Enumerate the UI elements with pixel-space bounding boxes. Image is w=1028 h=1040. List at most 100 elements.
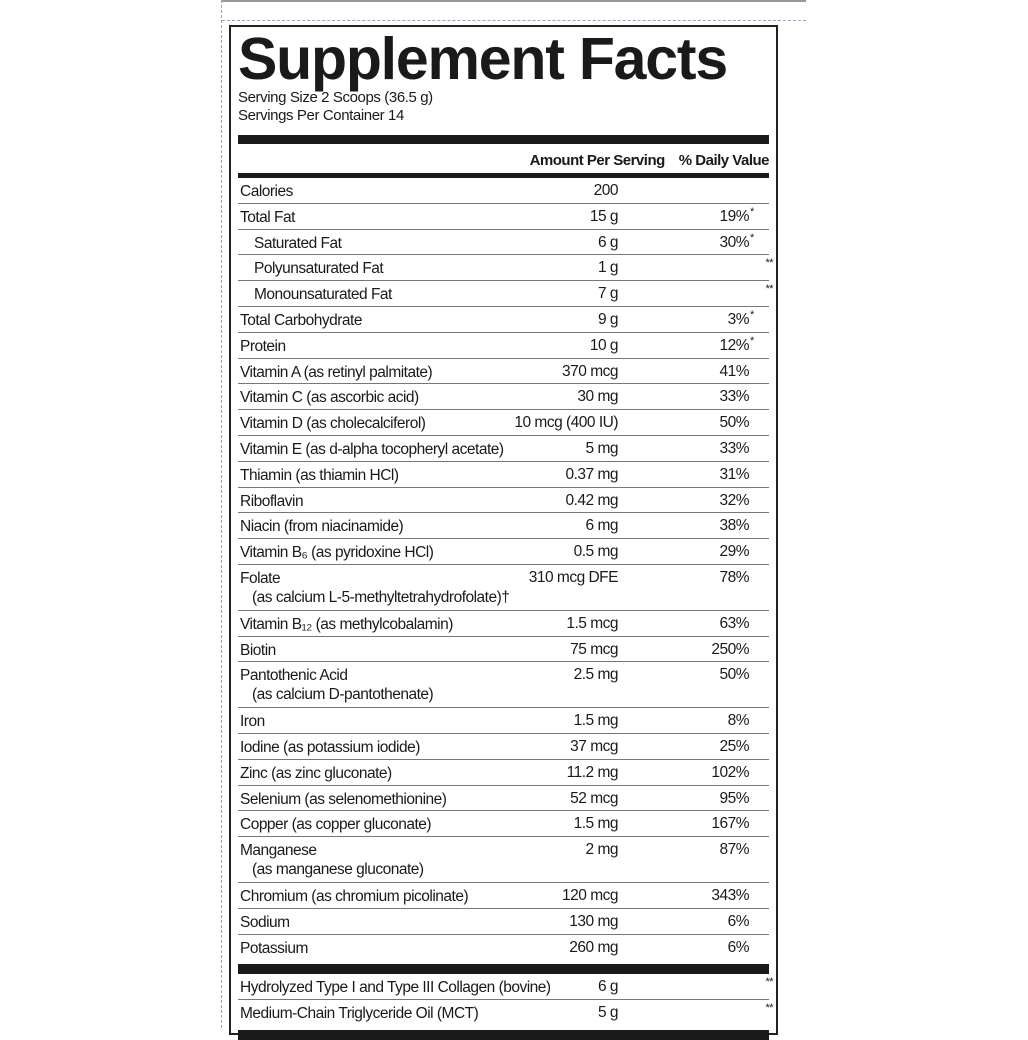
footnote-mark: ** <box>765 1002 773 1015</box>
amount-per-serving: 260 mg <box>569 938 618 956</box>
table-row: Niacin (from niacinamide) 6 mg 38% <box>238 513 769 540</box>
table-row: Pantothenic Acid (as calcium D-pantothena… <box>238 662 769 709</box>
daily-value: 38% <box>719 517 749 535</box>
daily-value: 167% <box>711 815 749 833</box>
amount-per-serving: 30 mg <box>577 388 618 406</box>
amount-per-serving: 75 mcg <box>570 640 618 658</box>
nutrient-name: Vitamin D (as cholecalciferol) <box>240 415 426 433</box>
dv-header: % Daily Value <box>678 152 770 169</box>
amount-per-serving: 52 mcg <box>570 789 618 807</box>
amount-per-serving: 1 g <box>597 259 619 277</box>
daily-value-text: 12% <box>719 336 749 354</box>
table-row: Thiamin (as thiamin HCl) 0.37 mg 31% <box>238 462 769 488</box>
daily-value: 95% <box>719 790 749 808</box>
amount-per-serving: 5 g <box>597 1004 619 1022</box>
daily-value-text: 250% <box>711 640 749 658</box>
daily-value-text: 3% <box>727 310 750 328</box>
daily-value: 50% <box>719 414 749 432</box>
daily-value-text: 33% <box>719 388 749 406</box>
table-row: Vitamin E (as d-alpha tocopheryl acetate… <box>238 436 769 462</box>
table-row: Selenium (as selenomethionine) 52 mcg 95… <box>238 786 769 812</box>
footnote-mark: ** <box>765 976 773 989</box>
daily-value: 31% <box>719 466 749 484</box>
amount-per-serving: 130 mg <box>569 912 618 930</box>
thick-divider <box>238 135 769 144</box>
table-row: Saturated Fat 6 g 30% * <box>238 230 769 256</box>
panel-title: Supplement Facts <box>238 26 728 92</box>
table-row: Potassium 260 mg 6% <box>238 935 769 961</box>
table-row: Riboflavin 0.42 mg 32% <box>238 488 769 514</box>
daily-value-text: 30% <box>719 233 749 251</box>
daily-value-text: 343% <box>711 886 749 904</box>
nutrient-name: Riboflavin <box>240 492 304 510</box>
daily-value: 32% <box>719 492 749 510</box>
nutrient-name: Pantothenic Acid (as calcium D-pantothena… <box>240 667 434 704</box>
serving-size: Serving Size 2 Scoops (36.5 g) <box>238 89 433 106</box>
footnote-mark: * <box>750 205 754 218</box>
nutrient-name: Hydrolyzed Type I and Type III Collagen … <box>240 979 551 997</box>
nutrient-name: Medium-Chain Triglyceride Oil (MCT) <box>240 1005 479 1023</box>
servings-per-container: Servings Per Container 14 <box>238 107 404 124</box>
column-header: Amount Per Serving % Daily Value <box>238 144 770 178</box>
footnote-mark: ** <box>765 257 773 270</box>
top-border-line <box>222 0 806 2</box>
daily-value-text: 167% <box>711 815 749 833</box>
other-ingredients-table: Hydrolyzed Type I and Type III Collagen … <box>238 974 773 1026</box>
table-row: Polyunsaturated Fat 1 g ** <box>238 255 773 282</box>
daily-value: 6% <box>727 938 750 957</box>
footnote-mark: * <box>750 231 754 244</box>
nutrient-name: Iron <box>240 713 265 731</box>
daily-value: 343% <box>711 887 749 905</box>
nutrient-name: Polyunsaturated Fat <box>254 260 384 278</box>
table-row: Vitamin C (as ascorbic acid) 30 mg 33% <box>238 384 769 411</box>
nutrient-name: Potassium <box>240 939 308 957</box>
nutrient-name: Iodine (as potassium iodide) <box>240 738 420 756</box>
amount-per-serving: 310 mcg DFE <box>528 568 619 586</box>
footnote-mark: ** <box>765 283 773 296</box>
daily-value-text: 50% <box>719 414 749 432</box>
amount-per-serving: 0.42 mg <box>565 491 618 509</box>
table-row: Iodine (as potassium iodide) 37 mcg 25% <box>238 734 769 760</box>
table-row: Folate (as calcium L-5-methyltetrahydrofo… <box>238 565 769 611</box>
amount-per-serving: 6 g <box>597 978 619 996</box>
table-row: Vitamin B₁₂ (as methylcobalamin) 1.5 mcg… <box>238 611 769 637</box>
thick-divider <box>238 1029 769 1040</box>
daily-value-text: 50% <box>719 666 749 684</box>
daily-value: 12% * <box>719 335 754 355</box>
daily-value-text: 32% <box>719 491 749 509</box>
nutrient-name: Vitamin E (as d-alpha tocopheryl acetate… <box>240 440 504 458</box>
amount-per-serving: 7 g <box>597 285 619 303</box>
amount-per-serving: 15 g <box>589 207 619 225</box>
amount-per-serving: 10 g <box>589 336 619 354</box>
daily-value: 6% <box>727 912 750 931</box>
table-row: Total Carbohydrate 9 g 3% * <box>238 307 769 333</box>
nutrient-name: Calories <box>240 183 293 200</box>
thick-divider <box>238 964 769 975</box>
daily-value-text: 29% <box>719 543 749 561</box>
daily-value: 33% <box>719 440 749 458</box>
daily-value: 250% <box>711 641 749 659</box>
table-row: Protein 10 g 12% * <box>238 333 769 359</box>
amount-per-serving: 1.5 mg <box>573 712 619 730</box>
table-row: Zinc (as zinc gluconate) 11.2 mg 102% <box>238 760 769 786</box>
table-row: Monounsaturated Fat 7 g ** <box>238 281 773 307</box>
amount-per-serving: 6 g <box>597 233 619 251</box>
footnote-mark: * <box>750 334 754 347</box>
daily-value-text: 63% <box>719 614 749 632</box>
daily-value: 33% <box>719 388 749 406</box>
daily-value-text: 6% <box>727 938 750 956</box>
nutrient-name: Total Carbohydrate <box>240 311 362 329</box>
amount-per-serving: 6 mg <box>585 517 619 535</box>
footnote-mark: * <box>750 308 754 321</box>
table-row: Medium-Chain Triglyceride Oil (MCT) 5 g … <box>238 1000 773 1026</box>
daily-value-text: 6% <box>727 912 750 930</box>
amount-header: Amount Per Serving <box>529 152 666 169</box>
supplement-facts-panel: Supplement Facts Serving Size 2 Scoops (… <box>229 25 778 1040</box>
table-row: Copper (as copper gluconate) 1.5 mg 167% <box>238 811 769 838</box>
table-row: Vitamin A (as retinyl palmitate) 370 mcg… <box>238 359 769 385</box>
nutrient-name: Copper (as copper gluconate) <box>240 816 432 834</box>
nutrient-name: Thiamin (as thiamin HCl) <box>240 466 399 484</box>
table-row: Calories 200 <box>238 178 769 204</box>
daily-value: 19% * <box>719 206 754 226</box>
daily-value: 3% * <box>727 309 755 329</box>
